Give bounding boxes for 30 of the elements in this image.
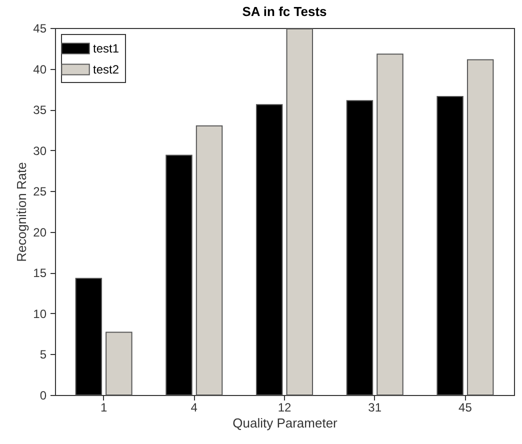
bar	[106, 332, 132, 396]
x-axis-title: Quality Parameter	[232, 416, 338, 430]
y-tick-label: 25	[33, 184, 47, 199]
bar	[196, 125, 223, 396]
bar	[376, 54, 404, 396]
y-tick-label: 10	[33, 306, 47, 321]
x-tick-label: 4	[190, 400, 198, 414]
bar	[256, 104, 283, 396]
y-tick-label: 15	[33, 266, 47, 280]
x-tick-label: 12	[278, 400, 292, 414]
y-tick-label: 35	[33, 103, 47, 118]
y-tick-label: 45	[33, 22, 47, 36]
y-axis-title: Recognition Rate	[14, 162, 30, 262]
bar	[286, 28, 314, 396]
chart-title: SA in fc Tests	[242, 4, 327, 19]
y-tick-label: 40	[33, 62, 47, 76]
bar	[466, 59, 494, 396]
x-tick-label: 1	[100, 400, 108, 414]
bar	[166, 154, 192, 396]
y-tick-label: 30	[33, 144, 47, 158]
legend-label: test2	[93, 62, 120, 76]
bar	[346, 100, 374, 396]
x-tick-label: 31	[368, 400, 382, 414]
y-tick-label: 20	[33, 225, 47, 240]
y-tick-label: 0	[40, 388, 47, 402]
legend-label: test1	[93, 42, 120, 56]
bar	[75, 278, 102, 396]
y-tick-label: 5	[40, 348, 47, 362]
bar	[436, 96, 464, 396]
x-tick-label: 45	[458, 400, 472, 414]
